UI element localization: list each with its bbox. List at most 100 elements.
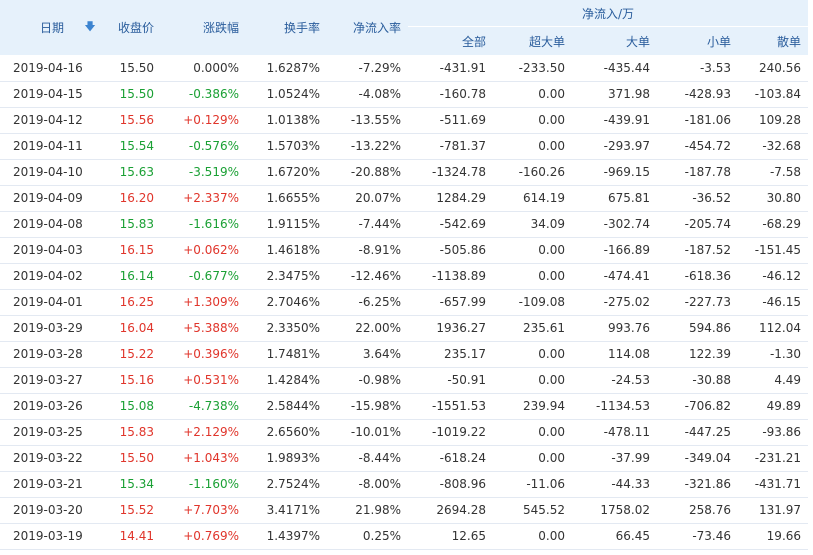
date-cell: 2019-03-20 bbox=[0, 497, 82, 524]
net-all-cell: -618.24 bbox=[408, 445, 493, 472]
date-column-header[interactable]: 日期 bbox=[0, 0, 82, 55]
gap-cell bbox=[82, 523, 98, 550]
net-large-cell: -302.74 bbox=[572, 211, 657, 238]
close-price-cell: 15.54 bbox=[98, 133, 161, 160]
sort-button[interactable]: 🡇 bbox=[82, 0, 98, 55]
close-price-cell: 15.83 bbox=[98, 419, 161, 446]
change-cell: +2.129% bbox=[161, 419, 246, 446]
net-retail-cell: 131.97 bbox=[738, 497, 809, 524]
gap-cell bbox=[82, 263, 98, 290]
net-rate-cell: -8.44% bbox=[327, 445, 408, 472]
net-super-large-cell: 235.61 bbox=[493, 315, 572, 342]
small-column-header[interactable]: 小单 bbox=[657, 26, 738, 55]
net-small-cell: -321.86 bbox=[657, 471, 738, 498]
net-rate-cell: -20.88% bbox=[327, 159, 408, 186]
net-large-cell: 675.81 bbox=[572, 185, 657, 212]
net-large-cell: -275.02 bbox=[572, 289, 657, 316]
gap-cell bbox=[82, 315, 98, 342]
turnover-column-header[interactable]: 换手率 bbox=[246, 0, 327, 55]
net-rate-cell: -15.98% bbox=[327, 393, 408, 420]
net-small-cell: -618.36 bbox=[657, 263, 738, 290]
date-cell: 2019-03-25 bbox=[0, 419, 82, 446]
table-row: 2019-04-03 16.15 +0.062% 1.4618% -8.91% -505.… bbox=[0, 237, 809, 264]
super-large-column-header[interactable]: 超大单 bbox=[493, 26, 572, 55]
turnover-cell: 1.9115% bbox=[246, 211, 327, 238]
retail-column-header[interactable]: 散单 bbox=[738, 26, 809, 55]
turnover-cell: 1.4284% bbox=[246, 367, 327, 394]
close-price-cell: 16.25 bbox=[98, 289, 161, 316]
net-small-cell: -428.93 bbox=[657, 81, 738, 108]
net-small-cell: -187.52 bbox=[657, 237, 738, 264]
net-all-cell: -431.91 bbox=[408, 55, 493, 82]
table-row: 2019-03-27 15.16 +0.531% 1.4284% -0.98% -50.9… bbox=[0, 367, 809, 394]
net-small-cell: -187.78 bbox=[657, 159, 738, 186]
net-retail-cell: -68.29 bbox=[738, 211, 809, 238]
net-all-cell: 12.65 bbox=[408, 523, 493, 550]
table-row: 2019-04-09 16.20 +2.337% 1.6655% 20.07% 1284.… bbox=[0, 185, 809, 212]
large-column-header[interactable]: 大单 bbox=[572, 26, 657, 55]
close-price-cell: 14.41 bbox=[98, 523, 161, 550]
net-super-large-cell: -160.26 bbox=[493, 159, 572, 186]
net-small-cell: -36.52 bbox=[657, 185, 738, 212]
close-price-cell: 16.04 bbox=[98, 315, 161, 342]
table-row: 2019-03-29 16.04 +5.388% 2.3350% 22.00% 1936.… bbox=[0, 315, 809, 342]
close-column-header[interactable]: 收盘价 bbox=[98, 0, 161, 55]
net-super-large-cell: 0.00 bbox=[493, 341, 572, 368]
net-all-cell: -808.96 bbox=[408, 471, 493, 498]
net-large-cell: -474.41 bbox=[572, 263, 657, 290]
net-rate-cell: -13.22% bbox=[327, 133, 408, 160]
gap-cell bbox=[82, 133, 98, 160]
turnover-cell: 1.5703% bbox=[246, 133, 327, 160]
change-cell: +0.396% bbox=[161, 341, 246, 368]
turnover-cell: 2.6560% bbox=[246, 419, 327, 446]
date-cell: 2019-04-15 bbox=[0, 81, 82, 108]
gap-cell bbox=[82, 211, 98, 238]
net-large-cell: -969.15 bbox=[572, 159, 657, 186]
net-large-cell: -24.53 bbox=[572, 367, 657, 394]
net-retail-cell: -32.68 bbox=[738, 133, 809, 160]
net-rate-cell: -0.98% bbox=[327, 367, 408, 394]
net-retail-cell: -103.84 bbox=[738, 81, 809, 108]
net-rate-cell: -12.46% bbox=[327, 263, 408, 290]
net-large-cell: -1134.53 bbox=[572, 393, 657, 420]
net-small-cell: 594.86 bbox=[657, 315, 738, 342]
net-retail-cell: 19.66 bbox=[738, 523, 809, 550]
net-super-large-cell: 0.00 bbox=[493, 523, 572, 550]
change-cell: -0.576% bbox=[161, 133, 246, 160]
change-cell: +0.531% bbox=[161, 367, 246, 394]
change-cell: +5.388% bbox=[161, 315, 246, 342]
gap-cell bbox=[82, 471, 98, 498]
net-all-cell: -1019.22 bbox=[408, 419, 493, 446]
table-body: 2019-04-16 15.50 0.000% 1.6287% -7.29% -431.9… bbox=[0, 55, 809, 550]
gap-cell bbox=[82, 419, 98, 446]
net-super-large-cell: 0.00 bbox=[493, 419, 572, 446]
net-retail-cell: -1.30 bbox=[738, 341, 809, 368]
net-rate-cell: -7.44% bbox=[327, 211, 408, 238]
date-cell: 2019-04-09 bbox=[0, 185, 82, 212]
close-price-cell: 16.14 bbox=[98, 263, 161, 290]
turnover-cell: 1.7481% bbox=[246, 341, 327, 368]
net-super-large-cell: 0.00 bbox=[493, 367, 572, 394]
date-cell: 2019-04-11 bbox=[0, 133, 82, 160]
date-cell: 2019-04-01 bbox=[0, 289, 82, 316]
net-small-cell: -349.04 bbox=[657, 445, 738, 472]
table-row: 2019-04-16 15.50 0.000% 1.6287% -7.29% -431.9… bbox=[0, 55, 809, 82]
net-rate-column-header[interactable]: 净流入率 bbox=[327, 0, 408, 55]
net-rate-cell: 0.25% bbox=[327, 523, 408, 550]
change-cell: -0.386% bbox=[161, 81, 246, 108]
gap-cell bbox=[82, 341, 98, 368]
close-price-cell: 15.34 bbox=[98, 471, 161, 498]
gap-cell bbox=[82, 237, 98, 264]
net-all-cell: -1551.53 bbox=[408, 393, 493, 420]
net-large-cell: 993.76 bbox=[572, 315, 657, 342]
net-small-cell: 122.39 bbox=[657, 341, 738, 368]
net-all-cell: -160.78 bbox=[408, 81, 493, 108]
net-retail-cell: -431.71 bbox=[738, 471, 809, 498]
all-column-header[interactable]: 全部 bbox=[408, 26, 493, 55]
change-column-header[interactable]: 涨跌幅 bbox=[161, 0, 246, 55]
net-rate-cell: -6.25% bbox=[327, 289, 408, 316]
table-row: 2019-03-22 15.50 +1.043% 1.9893% -8.44% -618.… bbox=[0, 445, 809, 472]
turnover-cell: 1.9893% bbox=[246, 445, 327, 472]
table-row: 2019-04-01 16.25 +1.309% 2.7046% -6.25% -657.… bbox=[0, 289, 809, 316]
turnover-cell: 2.3475% bbox=[246, 263, 327, 290]
